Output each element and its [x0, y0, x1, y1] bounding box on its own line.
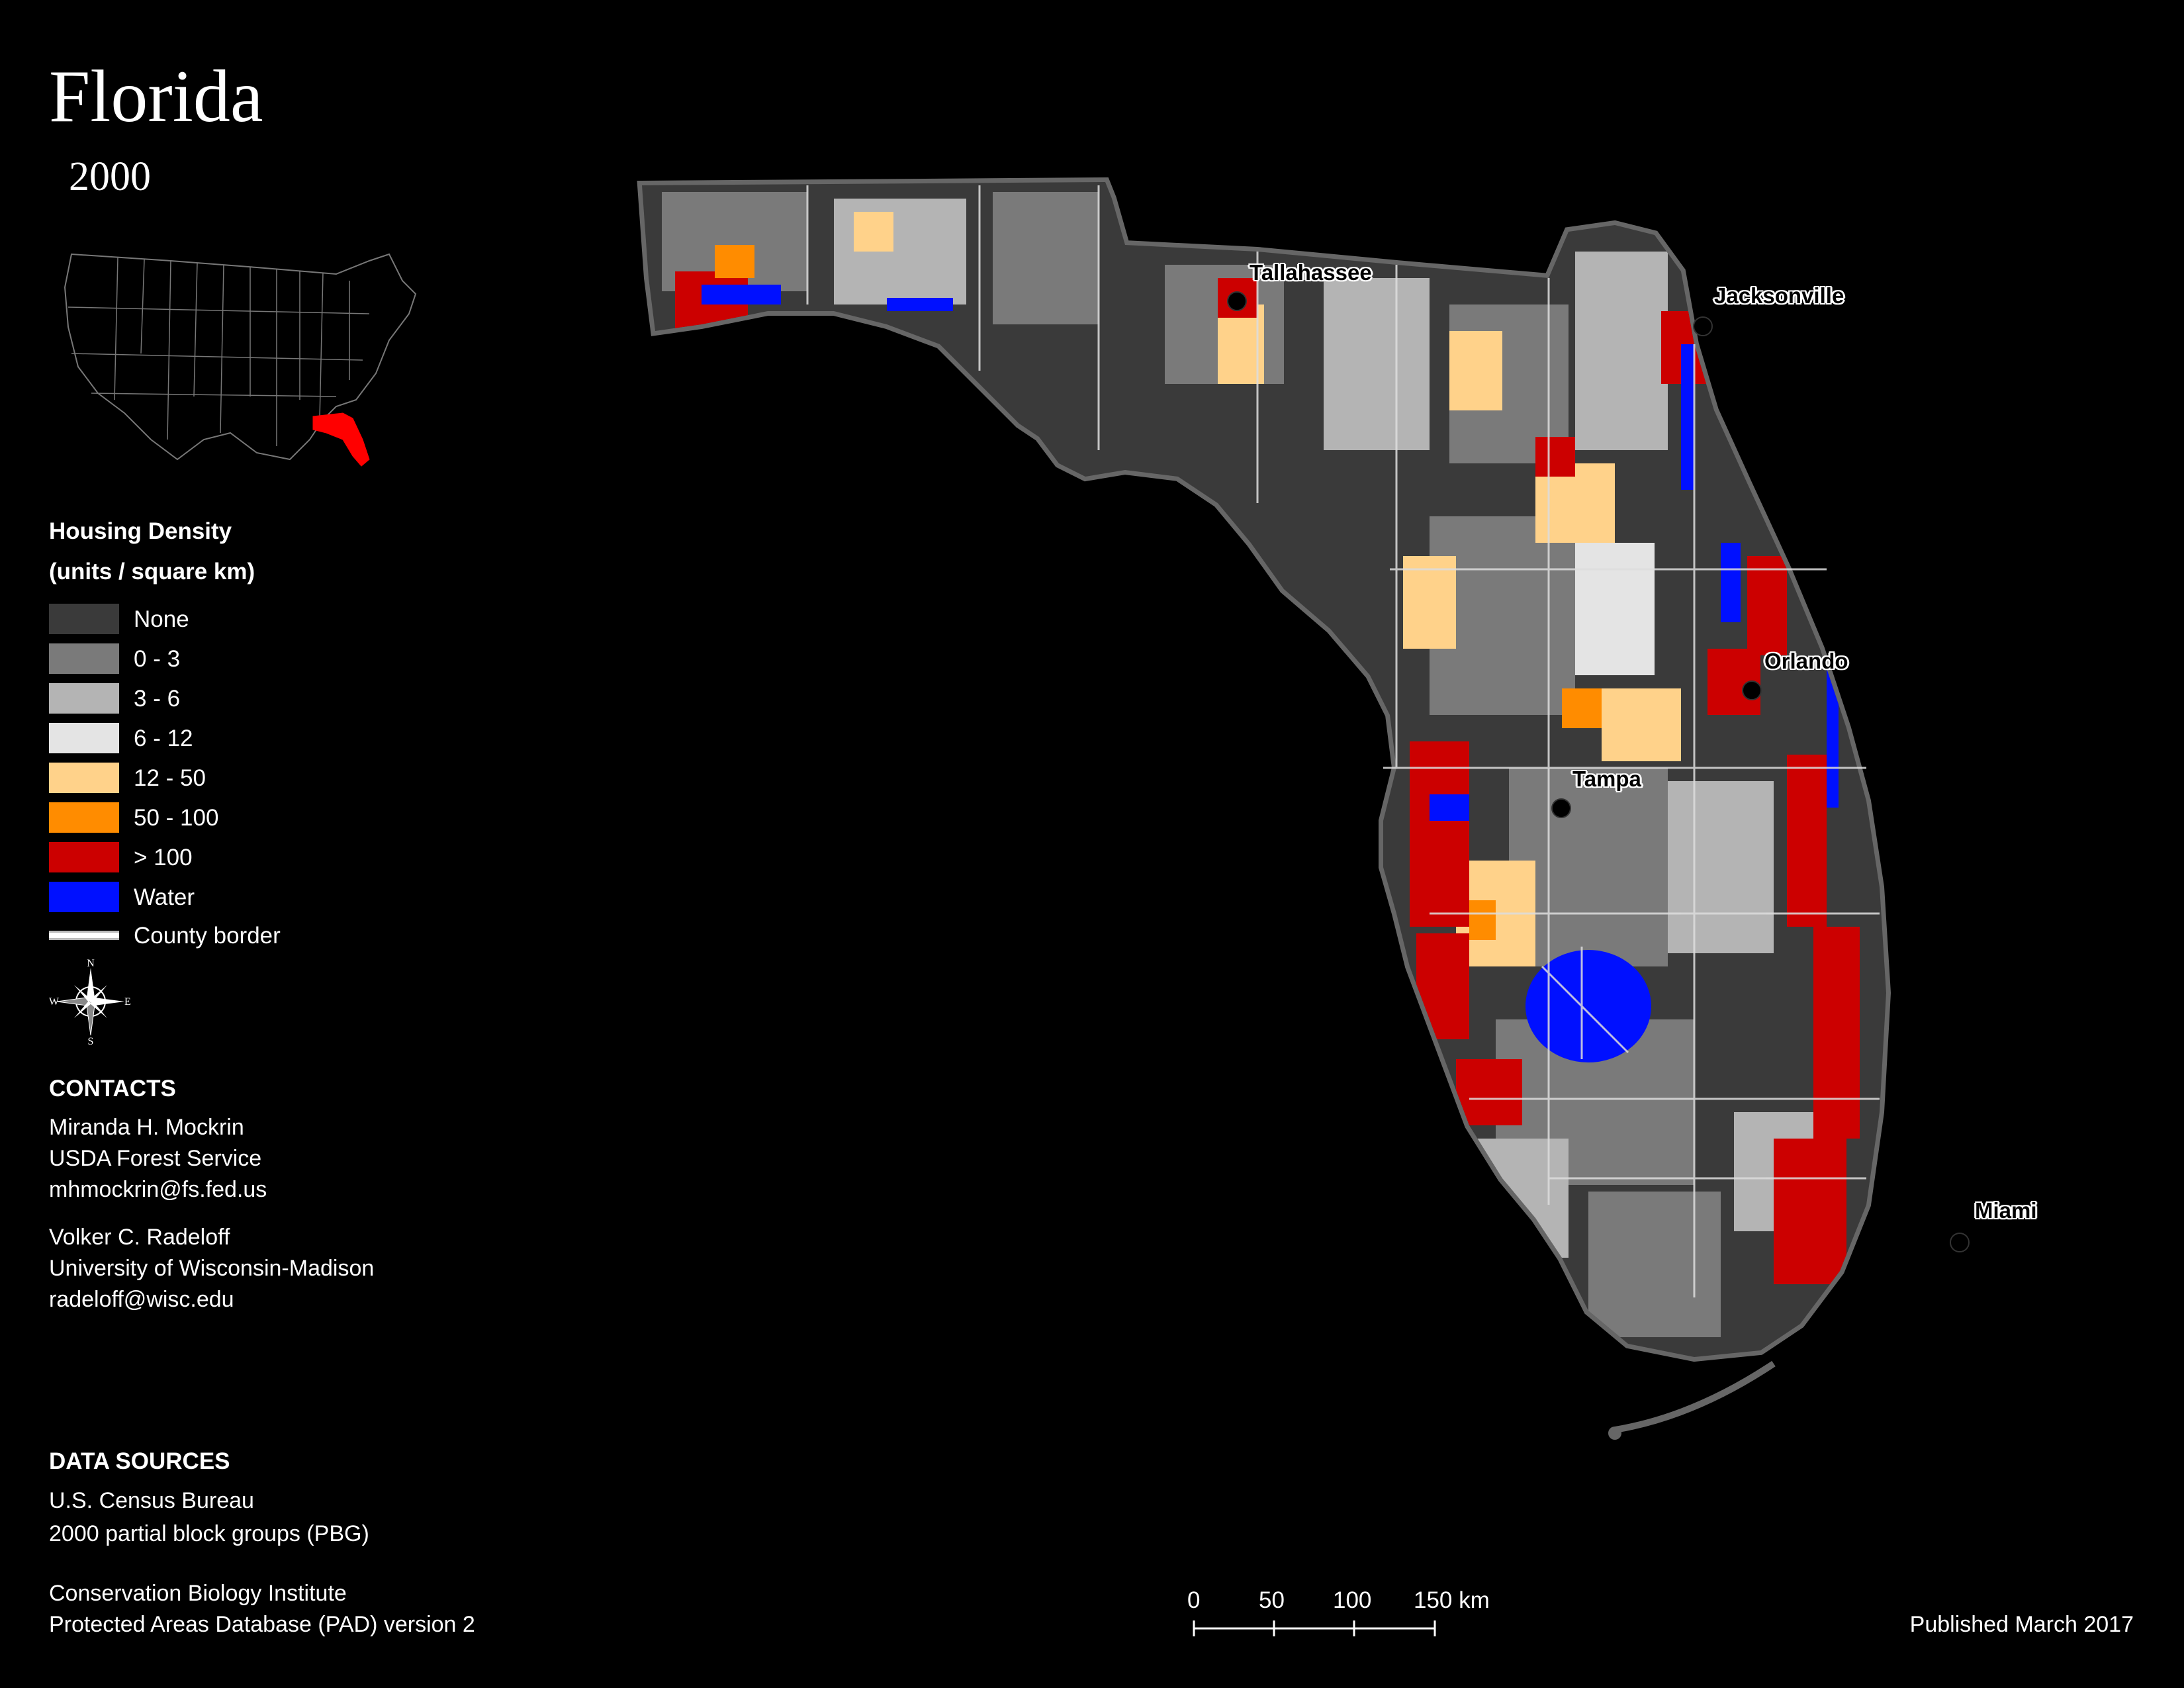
florida-highlight: [312, 412, 370, 467]
us-inset-map: [64, 253, 417, 467]
contact-org: USDA Forest Service: [49, 1146, 262, 1171]
contact-org: University of Wisconsin-Madison: [49, 1256, 375, 1281]
data-source-line: U.S. Census Bureau: [49, 1488, 254, 1513]
city-marker-tampa: [1551, 798, 1571, 818]
legend-item-0-3: 0 - 3: [49, 643, 180, 674]
scale-label: 100: [1333, 1587, 1372, 1613]
legend-item-over-100: > 100: [49, 842, 193, 872]
legend-swatch: [49, 763, 119, 793]
florida-density-map: [637, 177, 1891, 1440]
legend-item-3-6: 3 - 6: [49, 683, 180, 714]
legend-label: 50 - 100: [134, 804, 219, 831]
compass-e: E: [124, 996, 131, 1008]
legend-item-county-border: County border: [49, 920, 281, 951]
data-source-line: Conservation Biology Institute: [49, 1581, 347, 1606]
scale-bar: [1193, 1620, 1436, 1636]
legend-item-12-50: 12 - 50: [49, 763, 206, 793]
city-label-tallahassee: Tallahassee: [1250, 260, 1372, 285]
city-marker-tallahassee: [1227, 291, 1247, 311]
contacts-heading: CONTACTS: [49, 1076, 176, 1102]
legend-heading: Housing Density: [49, 518, 232, 544]
compass-rose-icon: N S W E: [49, 959, 131, 1045]
legend-label: 0 - 3: [134, 645, 181, 672]
compass-n: N: [87, 959, 95, 969]
legend-swatch: [49, 683, 119, 714]
compass-w: W: [49, 996, 60, 1008]
legend-item-none: None: [49, 604, 189, 634]
contact-email[interactable]: radeloff@wisc.edu: [49, 1287, 234, 1312]
legend-swatch: [49, 802, 119, 833]
legend-item-50-100: 50 - 100: [49, 802, 218, 833]
city-label-orlando: Orlando: [1764, 649, 1848, 673]
legend-item-water: Water: [49, 882, 195, 912]
legend-subheading: (units / square km): [49, 559, 255, 585]
city-label-jacksonville: Jacksonville: [1714, 283, 1844, 308]
legend-swatch: [49, 604, 119, 634]
legend-label: Water: [134, 884, 195, 910]
data-source-line: 2000 partial block groups (PBG): [49, 1521, 369, 1546]
scale-label: 150 km: [1414, 1587, 1490, 1613]
data-source-line: Protected Areas Database (PAD) version 2: [49, 1612, 475, 1637]
contact-name: Miranda H. Mockrin: [49, 1115, 244, 1140]
legend-item-6-12: 6 - 12: [49, 723, 193, 753]
legend-label: 6 - 12: [134, 725, 193, 751]
published-date: Published March 2017: [1909, 1612, 2134, 1637]
scale-label: 0: [1187, 1587, 1201, 1613]
data-sources-heading: DATA SOURCES: [49, 1448, 230, 1474]
legend-label: > 100: [134, 844, 193, 870]
city-marker-jacksonville: [1693, 316, 1713, 336]
legend-label: None: [134, 606, 189, 632]
lake-okeechobee: [1525, 950, 1651, 1062]
map-year: 2000: [69, 154, 151, 199]
city-marker-miami: [1950, 1233, 1970, 1252]
legend-swatch: [49, 882, 119, 912]
legend-label: 3 - 6: [134, 685, 181, 712]
map-title: Florida: [49, 56, 263, 138]
city-label-tampa: Tampa: [1572, 767, 1641, 791]
legend-swatch: [49, 723, 119, 753]
county-border-swatch: [49, 931, 119, 940]
city-label-miami: Miami: [1975, 1198, 2037, 1223]
legend-swatch: [49, 842, 119, 872]
city-marker-orlando: [1742, 680, 1762, 700]
compass-s: S: [88, 1036, 94, 1045]
scale-label: 50: [1259, 1587, 1285, 1613]
legend-label: 12 - 50: [134, 765, 206, 791]
legend-label: County border: [134, 922, 281, 949]
contact-name: Volker C. Radeloff: [49, 1225, 230, 1250]
legend-swatch: [49, 643, 119, 674]
contact-email[interactable]: mhmockrin@fs.fed.us: [49, 1177, 267, 1202]
